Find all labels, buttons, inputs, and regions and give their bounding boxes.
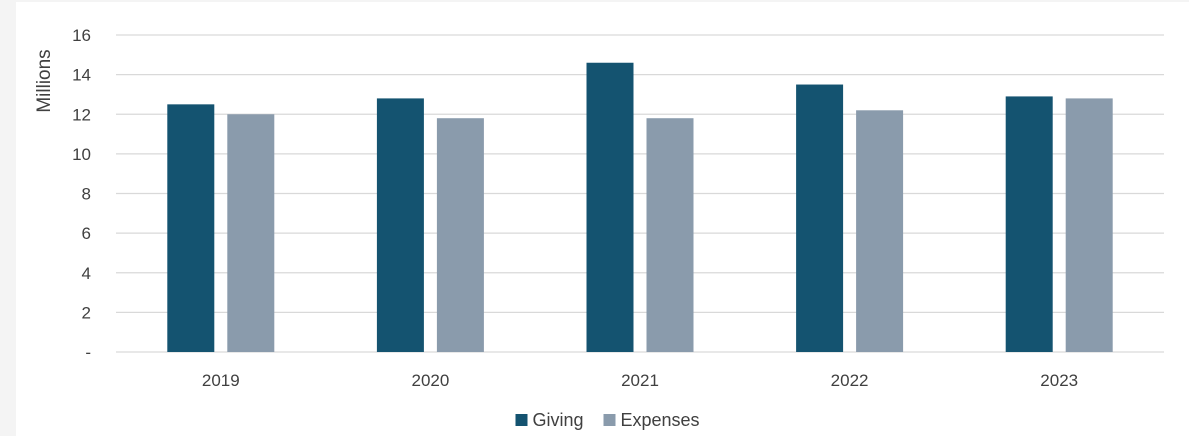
- y-tick-label: -: [85, 343, 91, 362]
- legend-label-expenses: Expenses: [621, 410, 700, 430]
- y-tick-label: 16: [72, 26, 91, 45]
- y-tick-label: 8: [82, 185, 91, 204]
- legend: Giving Expenses: [515, 410, 700, 430]
- bars: [167, 62, 1113, 353]
- gridlines: [116, 34, 1164, 353]
- x-axis-ticks: 2019 2020 2021 2022 2023: [202, 371, 1078, 390]
- y-tick-label: 14: [72, 66, 91, 85]
- legend-label-giving: Giving: [533, 410, 584, 430]
- y-tick-label: 2: [82, 303, 91, 322]
- bar-giving-2021: [586, 62, 634, 353]
- bar-giving-2019: [167, 104, 215, 352]
- y-tick-label: 12: [72, 105, 91, 124]
- y-axis-ticks: - 2 4 6 8 10 12 14 16: [72, 26, 91, 362]
- bar-giving-2023: [1005, 96, 1053, 352]
- legend-swatch-giving: [515, 414, 528, 426]
- x-tick-label: 2019: [202, 371, 240, 390]
- chart-card: -2 4 6 8 10 12 14 16 Millions 2019 2020 2021 2022 2…: [16, 2, 1189, 436]
- x-tick-label: 2020: [411, 371, 449, 390]
- legend-swatch-expenses: [603, 414, 616, 426]
- x-tick-label: 2022: [831, 371, 869, 390]
- y-tick-label: 10: [72, 145, 91, 164]
- bar-giving-2022: [796, 84, 844, 352]
- bar-expenses-2022: [856, 110, 904, 352]
- bar-expenses-2023: [1065, 98, 1113, 353]
- bar-expenses-2021: [646, 118, 694, 353]
- y-tick-label: 4: [82, 264, 91, 283]
- y-axis-title: Millions: [34, 49, 55, 112]
- bar-expenses-2020: [436, 118, 484, 353]
- x-tick-label: 2023: [1040, 371, 1078, 390]
- x-tick-label: 2021: [621, 371, 659, 390]
- bar-expenses-2019: [227, 114, 275, 352]
- bar-giving-2020: [376, 98, 424, 353]
- y-tick-label: 6: [82, 224, 91, 243]
